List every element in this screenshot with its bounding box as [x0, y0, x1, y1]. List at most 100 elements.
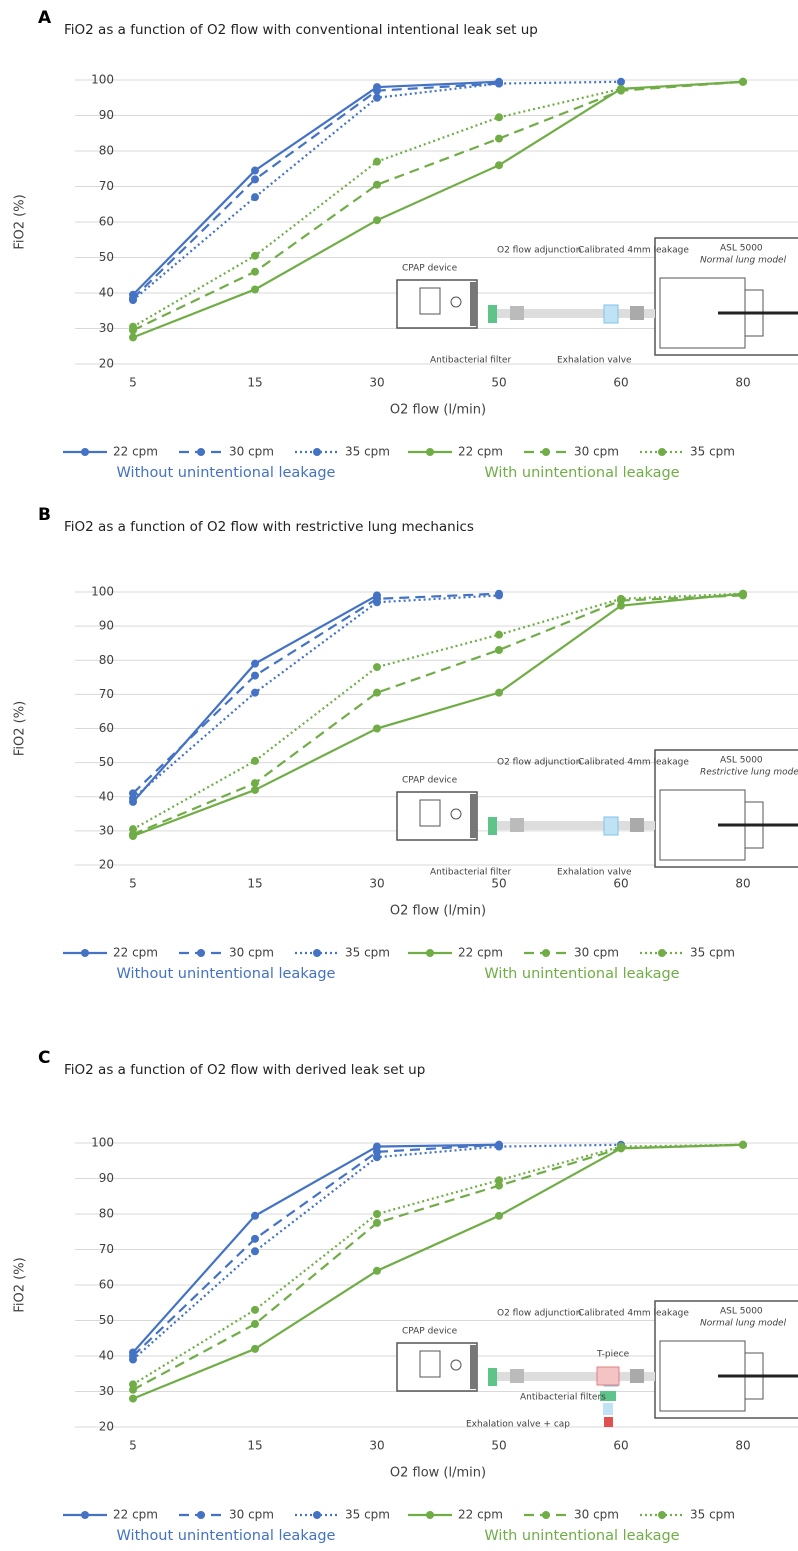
chart-title: FiO2 as a function of O2 flow with conve…	[64, 22, 538, 38]
data-point	[129, 296, 137, 305]
exhalation-valve	[603, 1403, 613, 1415]
diagram-label: Antibacterial filter	[430, 868, 511, 878]
data-point	[373, 180, 381, 189]
valve	[603, 816, 619, 836]
setup-diagram: CPAP device O2 flow adjunctionCalibrated …	[396, 1300, 798, 1430]
data-point	[495, 591, 503, 600]
legend-marker	[426, 448, 434, 456]
legend-label: 30 cpm	[229, 445, 274, 459]
data-point	[129, 1380, 137, 1389]
y-tick-label: 80	[99, 653, 114, 667]
data-point	[251, 251, 259, 260]
data-point	[251, 785, 259, 794]
legend-label: 22 cpm	[113, 946, 158, 960]
data-point	[373, 86, 381, 95]
legend-group-label: Without unintentional leakage	[117, 465, 336, 481]
diagram-label: Restrictive lung model	[700, 768, 798, 778]
x-tick-label: 50	[491, 877, 506, 891]
x-tick-label: 30	[369, 877, 384, 891]
data-point	[373, 724, 381, 733]
data-point	[251, 1234, 259, 1243]
y-tick-label: 20	[99, 858, 114, 872]
diagram-label: Exhalation valve	[557, 868, 632, 878]
data-point	[129, 1394, 137, 1403]
diagram-label: O2 flow adjunction	[497, 1309, 581, 1319]
series-line	[132, 1143, 500, 1357]
y-tick-label: 50	[99, 1313, 114, 1327]
diagram-label: T-piece	[596, 1350, 630, 1360]
diagram-label: O2 flow adjunction	[497, 758, 581, 768]
x-tick-label: 60	[613, 1439, 628, 1453]
diagram-label: Calibrated 4mm leakage	[578, 1309, 689, 1319]
device-knob	[450, 296, 462, 308]
legend-label: 30 cpm	[574, 946, 619, 960]
device-screen	[419, 1350, 441, 1378]
y-tick-label: 90	[99, 1171, 114, 1185]
y-tick-label: 20	[99, 1420, 114, 1434]
x-tick-label: 15	[247, 1439, 262, 1453]
data-point	[251, 175, 259, 184]
series-line	[132, 594, 500, 800]
diagram-label: Normal lung model	[700, 256, 787, 266]
series-line	[132, 1143, 500, 1354]
legend-marker	[81, 448, 89, 456]
series-line	[132, 1143, 744, 1386]
legend-group-label: Without unintentional leakage	[117, 966, 336, 982]
legend-label: 35 cpm	[690, 445, 735, 459]
legend-label: 35 cpm	[690, 946, 735, 960]
x-axis-title: O2 flow (l/min)	[390, 1466, 486, 1481]
legend-label: 35 cpm	[345, 946, 390, 960]
panel-letter: C	[38, 1048, 50, 1068]
legend-label: 22 cpm	[113, 445, 158, 459]
legend-marker	[426, 1511, 434, 1519]
diagram-label: CPAP device	[402, 1327, 458, 1337]
legend-label: 30 cpm	[574, 1508, 619, 1522]
diagram-label: Calibrated 4mm leakage	[578, 758, 689, 768]
data-point	[617, 84, 625, 93]
data-point	[251, 1305, 259, 1314]
data-point	[251, 1211, 259, 1220]
y-tick-label: 40	[99, 1349, 114, 1363]
data-point	[495, 1211, 503, 1220]
leak-port	[630, 1369, 644, 1383]
filter	[488, 1368, 497, 1386]
t-piece	[596, 1366, 620, 1386]
legend-marker	[658, 949, 666, 957]
data-point	[373, 1218, 381, 1227]
legend-marker	[542, 448, 550, 456]
diagram-label: ASL 5000	[720, 756, 763, 766]
data-point	[739, 77, 747, 86]
legend-label: 30 cpm	[574, 445, 619, 459]
series-line	[132, 592, 744, 831]
data-point	[129, 333, 137, 342]
device-side	[470, 794, 477, 838]
legend-label: 30 cpm	[229, 1508, 274, 1522]
legend-label: 22 cpm	[458, 445, 503, 459]
legend-marker	[426, 949, 434, 957]
diagram-label: CPAP device	[402, 264, 458, 274]
x-tick-label: 80	[735, 1439, 750, 1453]
chart-title: FiO2 as a function of O2 flow with restr…	[64, 519, 474, 535]
data-point	[617, 77, 625, 86]
device-side	[470, 282, 477, 326]
data-point	[617, 594, 625, 603]
legend-group-label: With unintentional leakage	[484, 1528, 679, 1544]
y-tick-label: 70	[99, 1242, 114, 1256]
x-tick-label: 5	[129, 376, 137, 390]
data-point	[373, 216, 381, 225]
y-tick-label: 100	[91, 1136, 114, 1150]
series-line	[132, 80, 744, 332]
leak-port	[630, 306, 644, 320]
y-axis-title: FiO2 (%)	[13, 1257, 28, 1312]
data-point	[129, 322, 137, 331]
data-point	[251, 1320, 259, 1329]
x-tick-label: 5	[129, 1439, 137, 1453]
series-line	[132, 1143, 622, 1361]
device-knob	[450, 1359, 462, 1371]
y-tick-label: 100	[91, 73, 114, 87]
x-tick-label: 50	[491, 1439, 506, 1453]
legend-marker	[313, 949, 321, 957]
series-line	[132, 592, 744, 838]
data-point	[251, 779, 259, 788]
